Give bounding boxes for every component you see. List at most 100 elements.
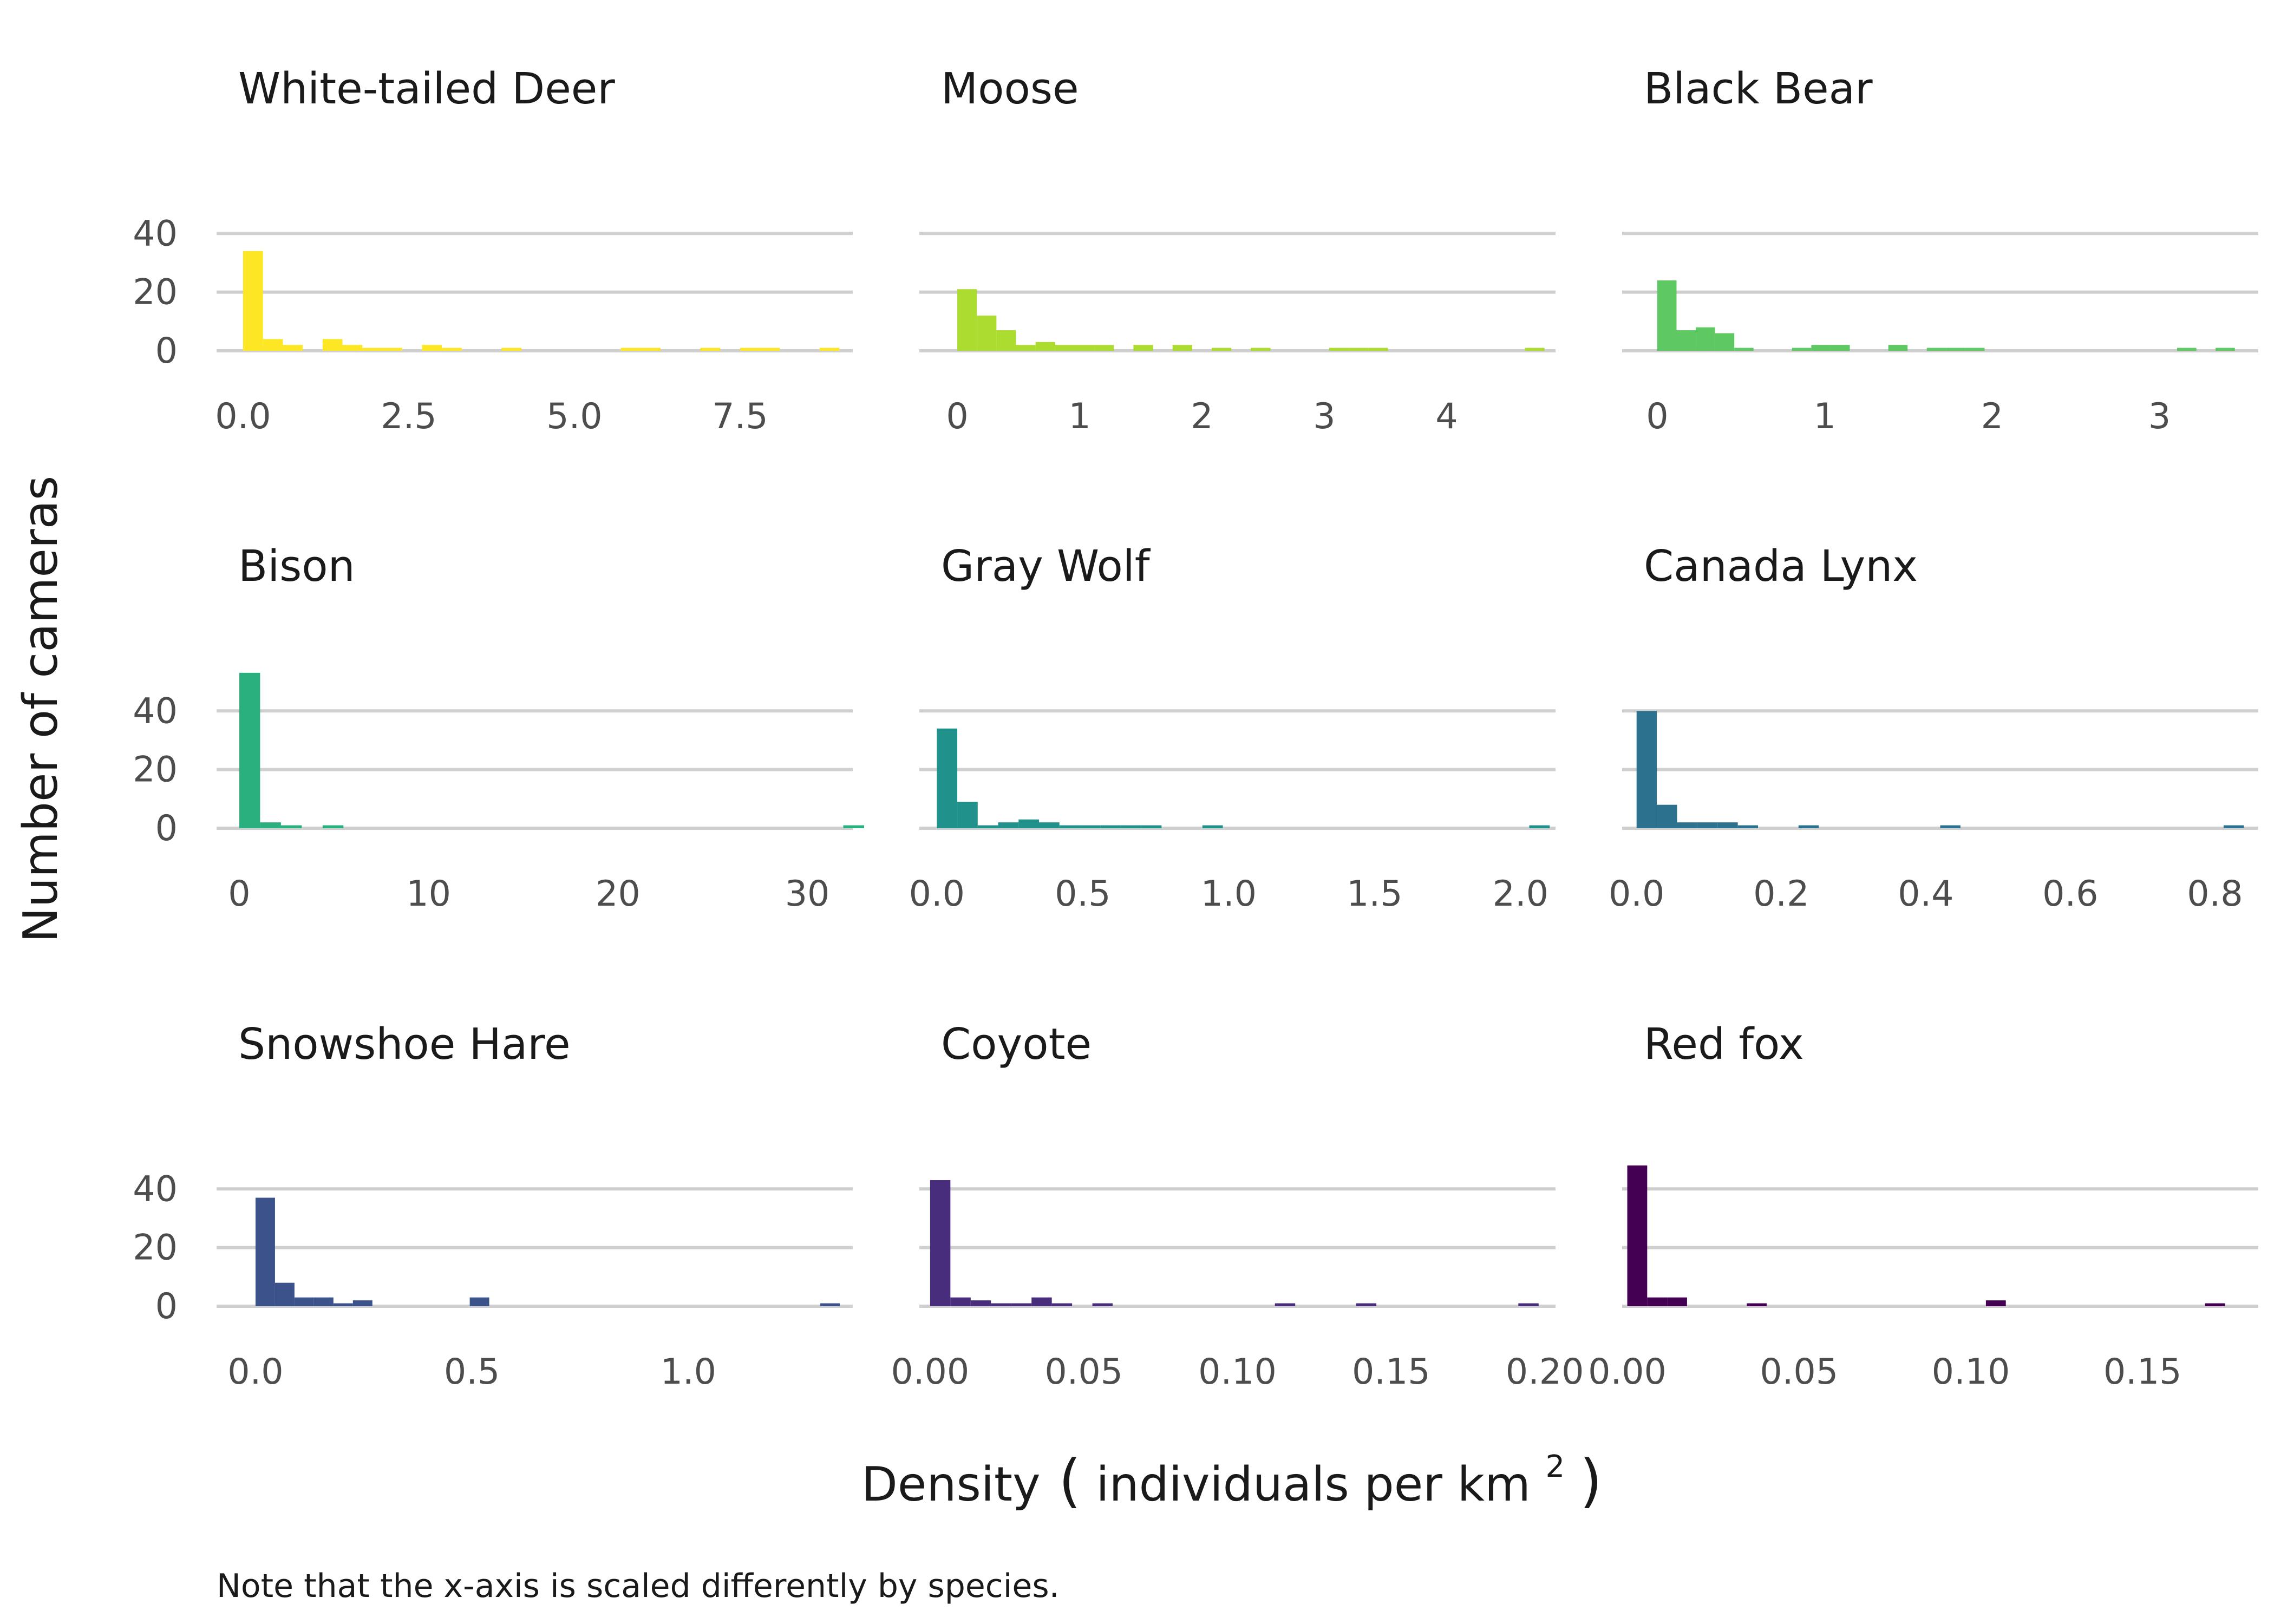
x-tick-label: 0.6 [2042, 874, 2098, 914]
panel-red-fox: Red fox 0.00 0.05 0.10 0.15 [1588, 1019, 2258, 1392]
panel-title: Bison [238, 541, 355, 591]
panel-title: Red fox [1644, 1019, 1804, 1069]
x-tick-label: 0.8 [2187, 874, 2243, 914]
histogram-bar [1038, 822, 1060, 828]
histogram-bar [1676, 330, 1696, 351]
histogram-bar [1792, 348, 1812, 351]
x-tick-label: 0.2 [1753, 874, 1809, 914]
histogram-bar [937, 728, 958, 828]
panel-title: White-tailed Deer [238, 64, 615, 114]
histogram-bar [998, 822, 1019, 828]
histogram-bar [1092, 1303, 1113, 1306]
x-tick-label: 0.15 [2103, 1352, 2182, 1392]
x-tick-label: 3 [1313, 396, 1335, 437]
histogram-bar [263, 339, 283, 351]
histogram-bar [957, 802, 978, 828]
histogram-bar [1016, 345, 1036, 351]
histogram-bar [1940, 825, 1961, 828]
histogram-bar [2216, 348, 2235, 351]
histogram-bar [1094, 345, 1114, 351]
histogram-bar [2177, 348, 2197, 351]
histogram-bar [243, 251, 263, 351]
x-tick-label: 1 [1813, 396, 1835, 437]
y-tick-label: 20 [133, 1228, 178, 1268]
histogram-bar [1120, 825, 1141, 828]
x-tick-label: 0 [228, 874, 250, 914]
histogram-bar [1212, 348, 1232, 351]
x-tick-label: 0.5 [1055, 874, 1110, 914]
histogram-bar [255, 1197, 275, 1306]
x-tick-label: 5.0 [546, 396, 602, 437]
histogram-bar [1747, 1303, 1767, 1306]
histogram-bar [239, 672, 260, 828]
panel-bison: Bison 0 20 40 0 10 20 30 [133, 541, 864, 914]
histogram-bar [1734, 348, 1754, 351]
y-tick-label: 0 [155, 1286, 178, 1327]
panel-title: Coyote [941, 1019, 1092, 1069]
histogram-bar [977, 315, 997, 351]
x-tick-label: 0.10 [1198, 1352, 1277, 1392]
histogram-bar [1141, 825, 1162, 828]
histogram-bar [620, 348, 641, 351]
histogram-bar [352, 1300, 373, 1306]
histogram-bar [641, 348, 661, 351]
caption: Note that the x-axis is scaled different… [217, 1567, 1060, 1605]
panel-title: Black Bear [1644, 64, 1873, 114]
x-tick-label: 1.0 [1201, 874, 1257, 914]
histogram-bar [1518, 1303, 1539, 1306]
histogram-bar [700, 348, 721, 351]
histogram-bar [1074, 345, 1095, 351]
histogram-bar [991, 1303, 1011, 1306]
y-tick-label: 40 [133, 691, 178, 731]
x-tick-label: 4 [1435, 396, 1458, 437]
histogram-bar [1737, 825, 1759, 828]
histogram-bar [740, 348, 760, 351]
x-axis-title-main: Density [861, 1457, 1041, 1512]
x-axis-title-paren-open: ( [1058, 1448, 1081, 1514]
histogram-bar [950, 1297, 971, 1306]
panel-gray-wolf: Gray Wolf 0.0 0.5 1.0 1.5 2.0 [909, 541, 1556, 914]
y-tick-label: 40 [133, 213, 178, 254]
histogram-bar [1100, 825, 1121, 828]
x-tick-label: 0 [946, 396, 968, 437]
histogram-bar [322, 339, 343, 351]
histogram-bar [322, 825, 344, 828]
histogram-bar [2223, 825, 2244, 828]
x-tick-label: 0.05 [1044, 1352, 1123, 1392]
histogram-bar [1830, 345, 1850, 351]
histogram-bar [1329, 348, 1349, 351]
histogram-bar [1647, 1297, 1668, 1306]
panel-snowshoe-hare: Snowshoe Hare 0 20 40 0.0 0.5 1.0 [133, 1019, 853, 1392]
histogram-bar [275, 1282, 295, 1306]
histogram-bar [930, 1180, 951, 1306]
x-tick-label: 2.5 [381, 396, 436, 437]
x-axis-title: Density ( individuals per km 2 ) [861, 1433, 1602, 1514]
histogram-bar [1985, 1300, 2006, 1306]
histogram-bar [820, 1303, 840, 1306]
histogram-bar [1275, 1303, 1296, 1306]
histogram-bar [313, 1297, 334, 1306]
panel-title: Canada Lynx [1644, 541, 1918, 591]
histogram-bar [1059, 825, 1080, 828]
histogram-bar [1627, 1165, 1648, 1306]
histogram-bar [1529, 825, 1550, 828]
histogram-bar [843, 825, 864, 828]
x-tick-label: 0.0 [909, 874, 965, 914]
x-tick-label: 20 [596, 874, 641, 914]
histogram-bar [1677, 822, 1697, 828]
histogram-bar [1888, 345, 1908, 351]
panel-black-bear: Black Bear 0 1 2 3 [1622, 64, 2258, 437]
x-tick-label: 0.00 [891, 1352, 970, 1392]
y-tick-label: 20 [133, 272, 178, 313]
histogram-bar [469, 1297, 489, 1306]
histogram-bar [1946, 348, 1965, 351]
histogram-bar [1011, 1303, 1032, 1306]
panel-title: Snowshoe Hare [238, 1019, 571, 1069]
x-axis-title-inner: individuals per km [1096, 1457, 1531, 1512]
histogram-bar [1368, 348, 1388, 351]
panel-moose: Moose 0 1 2 3 4 [919, 64, 1556, 437]
histogram-bar [1926, 348, 1946, 351]
x-tick-label: 3 [2148, 396, 2171, 437]
